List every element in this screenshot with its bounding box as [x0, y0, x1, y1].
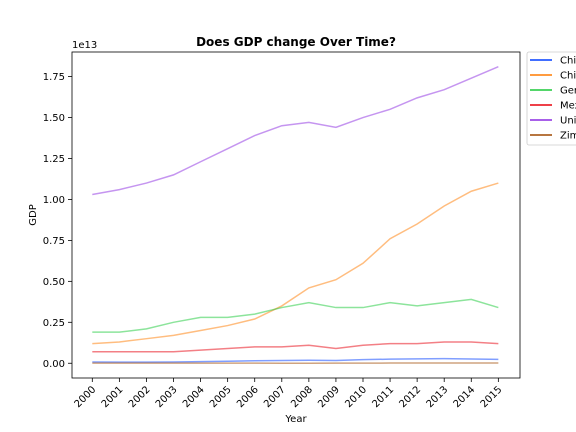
series-line [92, 66, 499, 196]
series-line [92, 357, 499, 363]
x-tick-label: 2002 [127, 384, 153, 410]
legend-label: Zimbabwe [560, 131, 576, 142]
x-tick-label: 2007 [262, 384, 288, 410]
x-tick-label: 2009 [316, 384, 342, 410]
chart-title: Does GDP change Over Time? [196, 35, 396, 49]
x-tick-label: 2001 [100, 384, 126, 410]
y-axis-label: GDP [28, 204, 39, 225]
y-tick-label: 0.25 [43, 318, 65, 329]
y-tick-label: 1.00 [43, 195, 65, 206]
x-tick-label: 2008 [289, 384, 315, 410]
x-tick-label: 2013 [425, 384, 451, 410]
y-tick-label: 0.00 [43, 359, 65, 370]
x-tick-label: 2003 [154, 384, 180, 410]
plot-frame [71, 51, 521, 379]
y-tick-label: 1.25 [43, 154, 65, 165]
x-tick-label: 2000 [73, 384, 99, 410]
legend-label: China [560, 71, 576, 82]
legend-label: Germany [560, 86, 576, 97]
y-tick-label: 0.75 [43, 236, 65, 247]
y-tick-label: 1.75 [43, 72, 65, 83]
x-tick-label: 2014 [452, 384, 478, 410]
series-line [92, 341, 499, 353]
x-tick-label: 2006 [235, 384, 261, 410]
y-tick-label: 0.50 [43, 277, 65, 288]
x-tick-label: 2005 [208, 384, 234, 410]
x-tick-label: 2004 [181, 384, 207, 410]
x-tick-label: 2010 [343, 384, 369, 410]
legend-label: Chile [560, 56, 576, 67]
y-tick-label: 1.50 [43, 113, 65, 124]
series-line [92, 182, 499, 345]
x-axis-label: Year [284, 414, 307, 425]
x-tick-label: 2011 [370, 384, 396, 410]
x-tick-label: 2012 [397, 384, 423, 410]
legend-label: Mexico [560, 101, 576, 112]
series-line [92, 298, 499, 333]
legend-label: United States [560, 116, 576, 127]
y-offset-label: 1e13 [72, 40, 97, 51]
x-tick-label: 2015 [479, 384, 505, 410]
